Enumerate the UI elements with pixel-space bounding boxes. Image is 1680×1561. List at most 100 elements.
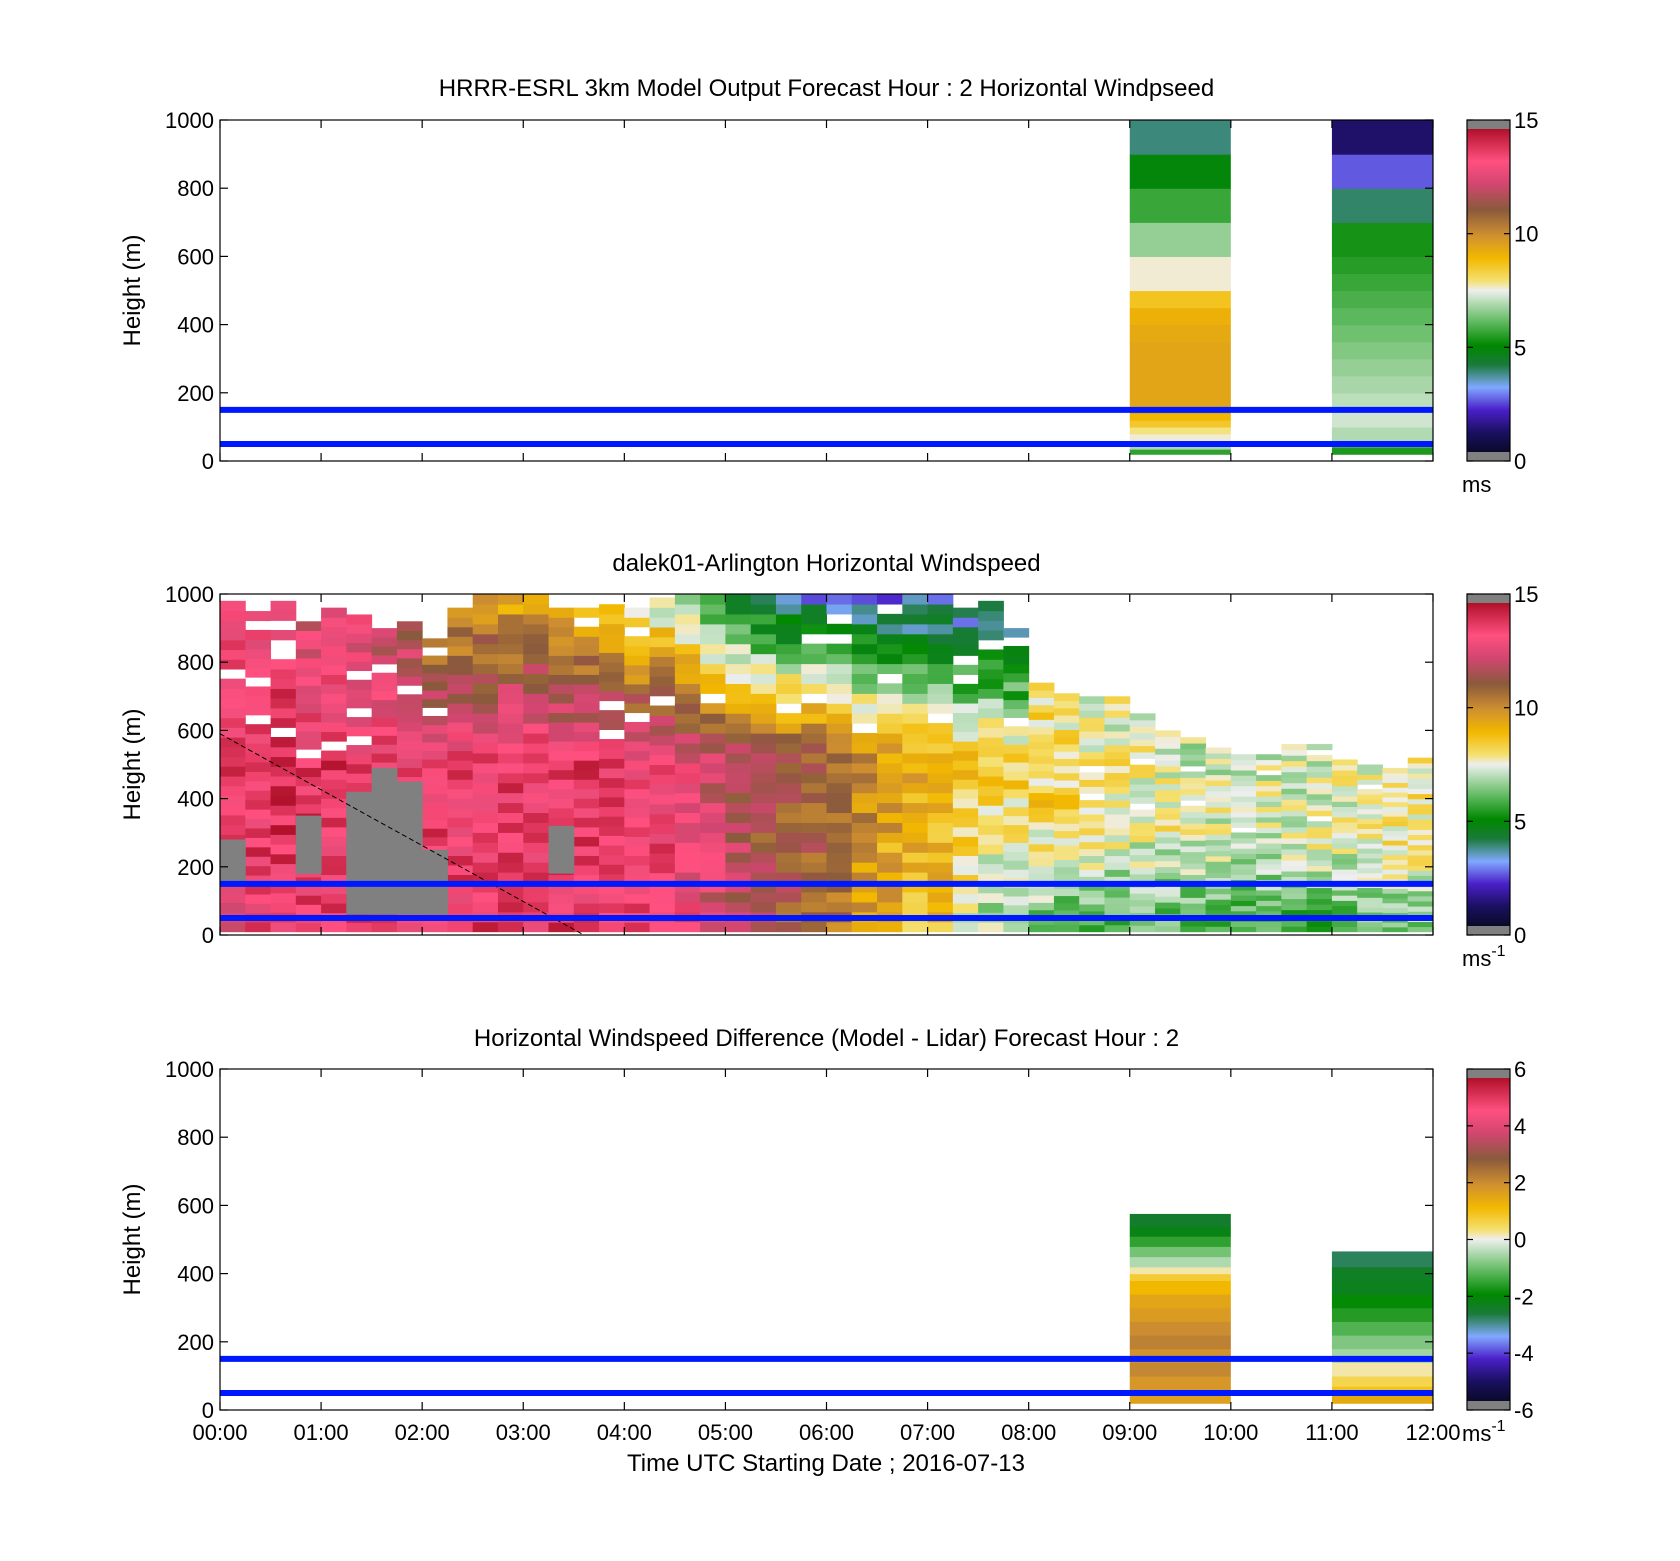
- heatmap-cell: [750, 762, 777, 774]
- heatmap-cell: [801, 742, 827, 754]
- heatmap-cell: [447, 779, 474, 790]
- heatmap-cell: [826, 733, 853, 744]
- heatmap-cell: [1331, 1394, 1433, 1404]
- heatmap-cell: [321, 788, 347, 799]
- heatmap-cell: [1357, 828, 1383, 834]
- heatmap-cell: [826, 822, 853, 833]
- heatmap-cell: [1331, 832, 1358, 839]
- heatmap-cell: [1028, 836, 1055, 845]
- heatmap-cell: [472, 703, 499, 714]
- heatmap-cell: [270, 737, 297, 748]
- heatmap-cell: [1256, 801, 1282, 808]
- heatmap-cell: [321, 712, 347, 723]
- heatmap-cell: [1180, 805, 1207, 813]
- heatmap-cell: [1079, 841, 1105, 850]
- heatmap-cell: [1382, 864, 1409, 870]
- heatmap-cell: [1129, 925, 1156, 933]
- heatmap-cell: [321, 617, 347, 628]
- heatmap-cell: [1256, 926, 1282, 933]
- heatmap-cell: [952, 664, 979, 675]
- heatmap-cell: [1155, 907, 1181, 915]
- heatmap-cell: [674, 881, 701, 893]
- heatmap-cell: [1230, 801, 1257, 808]
- heatmap-cell: [700, 723, 726, 734]
- colorbar-tick-label: 10: [1514, 222, 1538, 247]
- heatmap-cell: [1357, 769, 1383, 775]
- heatmap-cell: [978, 678, 1004, 689]
- x-tick-label: 00:00: [192, 1420, 247, 1445]
- heatmap-cell: [1079, 917, 1105, 926]
- colorbar-unit: ms-1: [1462, 1418, 1506, 1446]
- heatmap-cell: [1104, 793, 1131, 801]
- heatmap-cell: [725, 832, 752, 843]
- heatmap-cell: [422, 759, 448, 769]
- heatmap-cell: [1281, 904, 1308, 911]
- heatmap-cell: [927, 703, 954, 714]
- heatmap-cell: [1256, 863, 1282, 870]
- heatmap-cell: [599, 767, 625, 779]
- heatmap-cell: [1205, 828, 1232, 835]
- heatmap-cell: [851, 881, 878, 893]
- heatmap-cell: [674, 693, 701, 704]
- heatmap-cell: [1129, 413, 1231, 421]
- heatmap-cell: [649, 597, 676, 608]
- colorbar-tick-label: 6: [1514, 1057, 1526, 1082]
- heatmap-cell: [447, 702, 474, 714]
- heatmap-cell: [523, 594, 550, 605]
- heatmap-cell: [1003, 824, 1030, 835]
- heatmap-cell: [1331, 869, 1358, 875]
- heatmap-cell: [1382, 791, 1409, 798]
- heatmap-cell: [775, 822, 802, 833]
- heatmap-cell: [295, 657, 322, 668]
- heatmap-cell: [952, 617, 979, 628]
- heatmap-cell: [1205, 769, 1232, 776]
- heatmap-cell: [270, 717, 297, 728]
- heatmap-cell: [725, 752, 752, 764]
- heatmap-cell: [1407, 808, 1434, 815]
- heatmap-cell: [1281, 848, 1308, 855]
- heatmap-cell: [523, 802, 550, 814]
- heatmap-cell: [497, 723, 524, 734]
- heatmap-cell: [826, 891, 853, 903]
- heatmap-cell: [725, 921, 752, 933]
- heatmap-cell: [902, 822, 929, 833]
- y-tick-label: 0: [202, 449, 214, 474]
- heatmap-cell: [270, 814, 297, 826]
- heatmap-cell: [775, 663, 802, 675]
- heatmap-cell: [472, 872, 499, 883]
- heatmap-cell: [877, 713, 903, 724]
- heatmap-cell: [599, 864, 625, 875]
- heatmap-cell: [295, 922, 322, 933]
- heatmap-cell: [1331, 863, 1358, 870]
- heatmap-cell: [1028, 821, 1055, 830]
- heatmap-cell: [801, 603, 827, 615]
- heatmap-cell: [1331, 409, 1433, 428]
- heatmap-cell: [346, 698, 373, 709]
- heatmap-cell: [1003, 869, 1030, 879]
- heatmap-cell: [1079, 772, 1105, 780]
- heatmap-cell: [1407, 798, 1434, 805]
- heatmap-cell: [472, 663, 499, 675]
- y-tick-label: 600: [177, 244, 214, 269]
- heatmap-cell: [674, 872, 701, 883]
- heatmap-cell: [775, 842, 802, 853]
- y-tick-label: 400: [177, 313, 214, 338]
- heatmap-cell: [674, 663, 701, 675]
- heatmap-cell: [1104, 820, 1131, 829]
- heatmap-cell: [725, 723, 752, 734]
- heatmap-cell: [295, 776, 322, 787]
- heatmap-cell: [548, 769, 575, 780]
- heatmap-cell: [801, 723, 827, 734]
- heatmap-cell: [1331, 188, 1433, 223]
- panel-1: HRRR-ESRL 3km Model Output Forecast Hour…: [119, 75, 1538, 497]
- heatmap-cell: [573, 693, 600, 704]
- heatmap-cell: [220, 775, 246, 787]
- heatmap-cell: [1205, 785, 1232, 792]
- heatmap-cell: [599, 671, 625, 682]
- heatmap-cell: [877, 901, 903, 913]
- heatmap-cell: [497, 842, 524, 853]
- heatmap-cell: [1331, 822, 1358, 828]
- heatmap-cell: [573, 855, 600, 866]
- heatmap-cell: [1180, 737, 1207, 744]
- heatmap-cell: [1104, 876, 1131, 884]
